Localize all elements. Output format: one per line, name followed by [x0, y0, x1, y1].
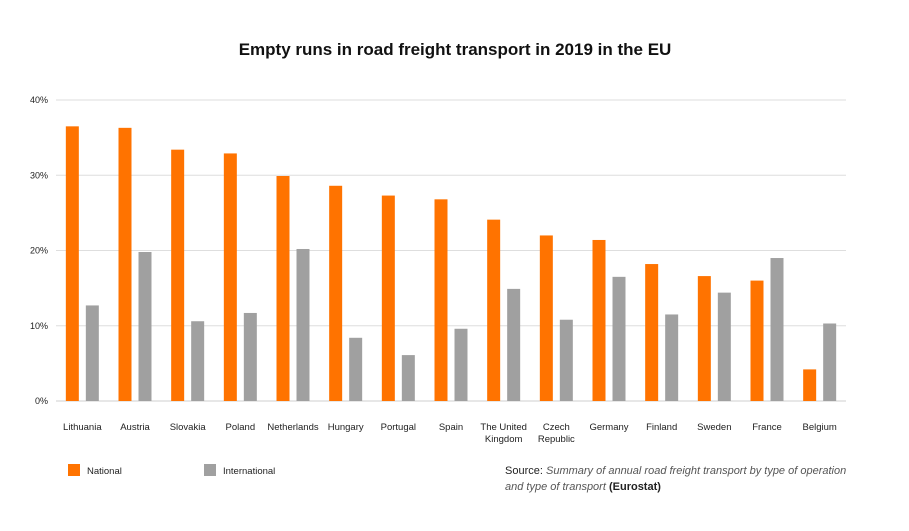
x-tick-label: France — [752, 422, 782, 433]
x-tick-label: The United Kingdom — [480, 422, 526, 445]
source-note: Source: Summary of annual road freight t… — [505, 463, 865, 495]
x-tick-label: Germany — [589, 422, 628, 433]
bar-national-5 — [329, 185, 343, 401]
bar-national-10 — [592, 239, 606, 401]
bar-international-11 — [665, 314, 679, 401]
x-tick-label: Spain — [439, 422, 463, 433]
bar-international-6 — [401, 355, 415, 401]
bar-national-1 — [118, 127, 132, 401]
source-label: Source: — [505, 465, 543, 477]
legend-swatch-national — [68, 464, 80, 476]
bars — [65, 126, 837, 402]
legend-label-international: International — [223, 466, 275, 477]
x-tick-label: Sweden — [697, 422, 731, 433]
y-tick-label: 40% — [30, 95, 48, 105]
bar-international-12 — [717, 292, 731, 401]
bar-international-7 — [454, 328, 468, 401]
bar-international-5 — [349, 337, 363, 401]
legend: National International — [68, 464, 275, 477]
bar-national-0 — [65, 126, 79, 402]
x-tick-label: Netherlands — [267, 422, 318, 433]
x-tick-label: Lithuania — [63, 422, 102, 433]
bar-international-9 — [559, 319, 573, 401]
x-tick-label: Czech Republic — [538, 422, 575, 445]
x-tick-label: Poland — [226, 422, 256, 433]
gridlines — [56, 99, 846, 402]
bar-national-2 — [171, 149, 185, 401]
source-org: (Eurostat) — [608, 481, 661, 493]
bar-international-14 — [823, 323, 837, 401]
x-tick-label: Austria — [120, 422, 150, 433]
bar-national-8 — [487, 219, 501, 401]
y-tick-label: 30% — [30, 170, 48, 180]
bar-international-10 — [612, 276, 626, 401]
x-axis-labels: Lithuania Austria Slovakia Poland Netherland… — [63, 422, 837, 445]
y-tick-label: 20% — [30, 246, 48, 256]
bar-international-4 — [296, 248, 310, 401]
bar-national-11 — [645, 264, 659, 401]
bar-national-4 — [276, 176, 290, 401]
legend-label-national: National — [87, 466, 122, 477]
y-axis-ticks: 0% 10% 20% 30% 40% — [30, 95, 48, 406]
y-tick-label: 0% — [35, 396, 48, 406]
bar-national-3 — [223, 153, 237, 401]
bar-international-2 — [191, 321, 205, 401]
legend-swatch-international — [204, 464, 216, 476]
x-tick-label: Belgium — [803, 422, 837, 433]
bar-national-12 — [697, 276, 711, 401]
bar-international-3 — [243, 312, 257, 401]
chart-title: Empty runs in road freight transport in … — [239, 40, 672, 59]
x-tick-label: Hungary — [328, 422, 364, 433]
x-tick-label: Slovakia — [170, 422, 207, 433]
bar-national-7 — [434, 199, 448, 401]
x-tick-label: Portugal — [381, 422, 416, 433]
bar-international-13 — [770, 258, 784, 401]
bar-national-13 — [750, 280, 764, 401]
bar-national-9 — [539, 235, 553, 401]
bar-national-14 — [803, 369, 817, 401]
x-tick-label: Finland — [646, 422, 677, 433]
bar-national-6 — [381, 195, 395, 401]
source-text: Summary of annual road freight transport… — [505, 465, 847, 493]
bar-international-8 — [507, 288, 521, 401]
y-tick-label: 10% — [30, 321, 48, 331]
bar-international-0 — [85, 305, 99, 401]
bar-international-1 — [138, 252, 152, 401]
